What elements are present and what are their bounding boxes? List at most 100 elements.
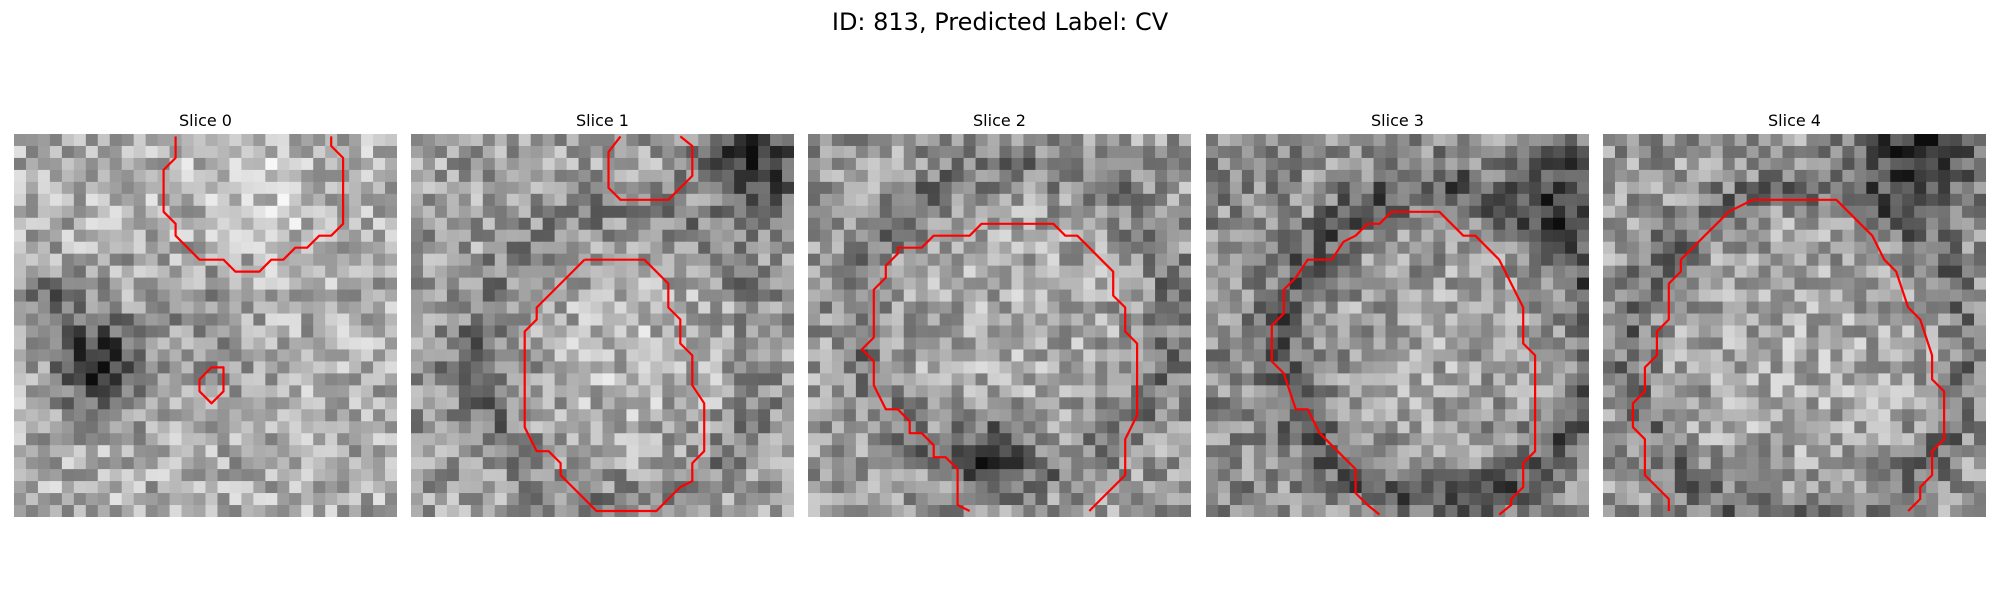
image-pixel: [1397, 301, 1411, 315]
image-pixel: [97, 457, 111, 470]
image-pixel: [891, 193, 905, 207]
image-pixel: [1974, 433, 1986, 446]
image-pixel: [566, 145, 580, 159]
image-pixel: [903, 349, 917, 363]
image-pixel: [698, 145, 711, 159]
image-pixel: [1866, 253, 1879, 267]
image-pixel: [1614, 134, 1628, 147]
image-pixel: [181, 289, 195, 303]
image-pixel: [361, 229, 374, 243]
image-pixel: [1794, 433, 1808, 446]
image-pixel: [855, 253, 869, 267]
image-pixel: [855, 217, 869, 231]
image-pixel: [1794, 373, 1808, 386]
image-pixel: [662, 134, 675, 147]
image-pixel: [1349, 157, 1363, 171]
image-pixel: [157, 241, 171, 255]
image-pixel: [542, 505, 556, 517]
image-pixel: [1301, 325, 1315, 339]
image-pixel: [1155, 134, 1168, 147]
image-pixel: [1265, 373, 1279, 386]
image-pixel: [506, 349, 520, 363]
image-pixel: [1385, 229, 1399, 243]
image-pixel: [73, 325, 87, 339]
image-pixel: [867, 409, 881, 422]
image-pixel: [951, 349, 965, 363]
image-pixel: [1289, 325, 1303, 339]
image-pixel: [722, 157, 735, 171]
image-pixel: [61, 397, 75, 410]
image-pixel: [205, 265, 219, 279]
image-pixel: [1722, 385, 1736, 398]
image-pixel: [710, 253, 723, 267]
image-pixel: [289, 277, 302, 291]
image-pixel: [1614, 409, 1628, 422]
image-pixel: [1047, 277, 1060, 291]
image-pixel: [1493, 421, 1506, 434]
image-pixel: [411, 205, 424, 219]
image-pixel: [1047, 469, 1060, 482]
image-pixel: [686, 253, 699, 267]
image-pixel: [14, 409, 27, 422]
image-pixel: [566, 313, 580, 327]
image-pixel: [506, 229, 520, 243]
image-pixel: [205, 134, 219, 147]
image-pixel: [1397, 457, 1411, 470]
image-pixel: [411, 337, 424, 351]
image-pixel: [927, 241, 941, 255]
image-pixel: [1253, 445, 1267, 458]
image-pixel: [614, 325, 628, 339]
image-pixel: [1842, 301, 1855, 315]
image-pixel: [1119, 229, 1132, 243]
image-pixel: [1289, 181, 1303, 195]
image-pixel: [819, 169, 833, 183]
image-pixel: [1409, 433, 1423, 446]
image-pixel: [1854, 145, 1867, 159]
image-pixel: [1830, 169, 1843, 183]
image-pixel: [782, 253, 794, 267]
image-pixel: [458, 481, 472, 494]
image-pixel: [1265, 157, 1279, 171]
image-pixel: [1529, 169, 1542, 183]
image-pixel: [1083, 193, 1096, 207]
image-pixel: [1481, 157, 1494, 171]
image-pixel: [1385, 385, 1399, 398]
image-pixel: [770, 421, 783, 434]
image-pixel: [1782, 169, 1796, 183]
image-pixel: [746, 445, 759, 458]
image-pixel: [963, 337, 977, 351]
image-pixel: [686, 481, 699, 494]
image-pixel: [819, 157, 833, 171]
image-pixel: [482, 385, 496, 398]
image-pixel: [133, 325, 147, 339]
image-pixel: [542, 421, 556, 434]
image-pixel: [482, 253, 496, 267]
image-pixel: [1313, 493, 1327, 506]
image-pixel: [470, 361, 484, 374]
image-pixel: [1457, 301, 1470, 315]
image-pixel: [843, 229, 857, 243]
image-pixel: [422, 134, 436, 147]
image-pixel: [1674, 433, 1688, 446]
image-pixel: [1866, 193, 1879, 207]
image-pixel: [313, 253, 326, 267]
image-pixel: [879, 445, 893, 458]
image-pixel: [1541, 253, 1554, 267]
image-pixel: [915, 433, 929, 446]
image-pixel: [1902, 217, 1915, 231]
image-pixel: [1938, 169, 1951, 183]
image-pixel: [385, 361, 397, 374]
image-pixel: [1457, 277, 1470, 291]
image-pixel: [554, 157, 568, 171]
image-pixel: [1614, 169, 1628, 183]
image-pixel: [265, 469, 278, 482]
image-pixel: [1926, 277, 1939, 291]
image-pixel: [1361, 445, 1375, 458]
image-pixel: [1301, 385, 1315, 398]
image-pixel: [1746, 349, 1760, 363]
image-pixel: [843, 397, 857, 410]
slice-image-svg: [808, 134, 1191, 517]
image-pixel: [277, 433, 290, 446]
image-pixel: [1421, 169, 1435, 183]
image-pixel: [1433, 409, 1446, 422]
